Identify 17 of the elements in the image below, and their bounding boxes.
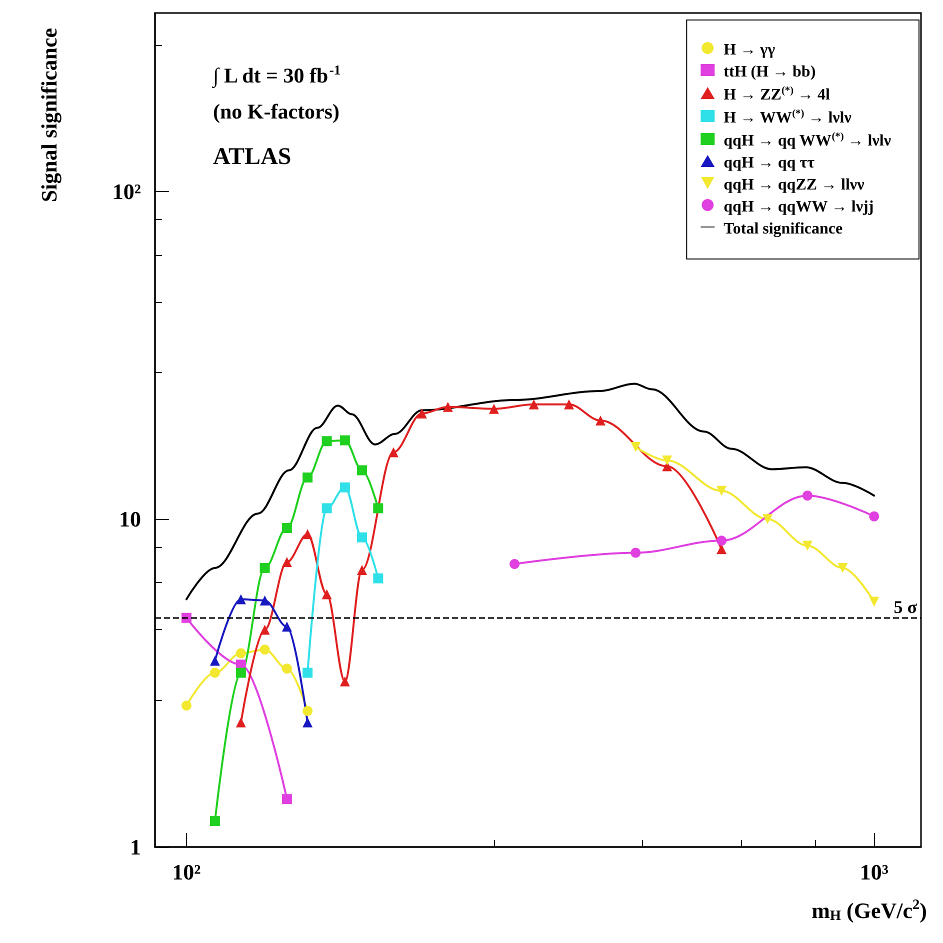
annotation: (no K-factors) [213,100,340,124]
legend-label: H → γγ [724,42,776,58]
legend-label: qqH → qq WW(*) → lνlν [724,132,891,150]
y-axis-title: Signal significance [36,28,62,202]
legend-label: qqH → qqZZ → llνν [724,176,864,194]
legend-label: ttH (H → bb) [724,64,816,80]
y-tick-label: 10 [119,506,141,532]
legend-label: qqH → qqWW → lνjj [724,198,874,216]
y-tick-label: 10² [112,178,142,204]
legend-label: Total significance [724,220,843,238]
legend-label: H → WW(*) → lνlν [724,108,852,126]
legend-label: H → ZZ(*) → 4l [724,86,831,104]
x-tick-label: 10³ [860,860,889,884]
legend-label: qqH → qq ττ [724,154,816,172]
ref-line-label: 5 σ [894,596,918,617]
annotation: ATLAS [213,144,292,170]
y-tick-label: 1 [130,834,141,860]
